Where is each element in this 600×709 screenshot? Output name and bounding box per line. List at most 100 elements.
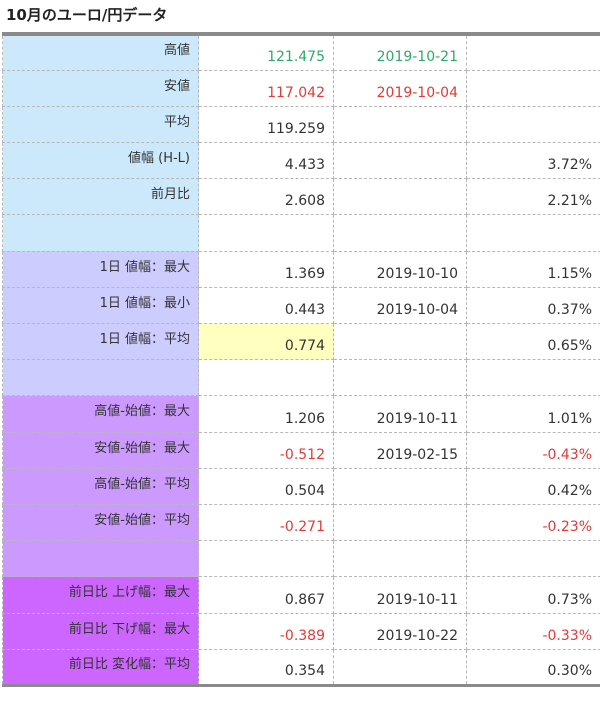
table-row: 値幅 (H-L) 4.433 3.72% [2,142,600,180]
date-cell [333,322,467,361]
percent-cell: 1.15% [466,250,600,288]
date-cell: 2019-10-11 [333,395,467,433]
row-label-text: 安値 [163,78,190,94]
row-label-text: 高値-始値：最大 [94,404,190,420]
percent-cell: 0.42% [466,467,600,505]
percent-cell [466,359,600,397]
table-row [2,214,600,252]
date-cell [333,467,467,505]
date-cell [333,359,467,397]
table-row [2,540,600,578]
date-cell: 2019-10-04 [333,286,467,325]
row-label: 安値 [2,69,199,107]
value-cell [198,540,334,578]
row-label: 1日 値幅：最小 [2,286,199,325]
date-cell [333,648,467,686]
percent-cell [466,69,600,107]
table-row: 安値-始値：平均 -0.271 -0.23% [2,503,600,542]
value-cell: 1.206 [198,395,334,433]
row-label-text: 前日比 上げ幅：最大 [68,585,190,601]
row-label-text: 高値 [163,43,190,59]
row-label: 前日比 上げ幅：最大 [2,576,199,614]
value-cell: 0.774 [198,322,334,361]
percent-cell [466,214,600,252]
eurjpy-data-table: 高値 121.475 2019-10-21 安値 117.042 2019-10-04 平均… [2,32,600,687]
value-cell: -0.512 [198,431,334,469]
value-cell: 121.475 [198,33,334,71]
percent-cell: 3.72% [466,142,600,180]
row-label: 値幅 (H-L) [2,142,199,180]
percent-cell: 0.37% [466,286,600,325]
table-row: 前日比 下げ幅：最大 -0.389 2019-10-22 -0.33% [2,612,600,650]
row-label [2,540,199,578]
page-title: 10月のユーロ/円データ [6,6,168,24]
date-cell: 2019-10-04 [333,69,467,107]
value-cell: 0.504 [198,467,334,505]
row-label: 平均 [2,105,199,144]
row-label-text: 前月比 [150,187,190,203]
table-row: 1日 値幅：最大 1.369 2019-10-10 1.15% [2,250,600,288]
row-label-text: 1日 値幅：最大 [99,259,190,275]
row-label: 前月比 [2,178,199,216]
date-cell: 2019-10-21 [333,33,467,71]
percent-cell: 2.21% [466,178,600,216]
value-cell: 0.867 [198,576,334,614]
percent-cell [466,33,600,71]
table-row: 安値-始値：最大 -0.512 2019-02-15 -0.43% [2,431,600,469]
value-cell: 117.042 [198,69,334,107]
date-cell [333,105,467,144]
table-row: 1日 値幅：平均 0.774 0.65% [2,322,600,361]
table-row: 高値-始値：平均 0.504 0.42% [2,467,600,505]
date-cell: 2019-10-10 [333,250,467,288]
table-row: 前月比 2.608 2.21% [2,178,600,216]
row-label-text: 高値-始値：平均 [94,476,190,492]
value-cell: 0.354 [198,648,334,686]
percent-cell [466,540,600,578]
row-label-text: 前日比 変化幅：平均 [68,657,190,673]
row-label: 前日比 変化幅：平均 [2,648,199,686]
table-row: 高値 121.475 2019-10-21 [2,33,600,71]
row-label: 高値-始値：最大 [2,395,199,433]
date-cell [333,540,467,578]
table-row: 前日比 変化幅：平均 0.354 0.30% [2,648,600,686]
date-cell: 2019-10-22 [333,612,467,650]
date-cell: 2019-10-11 [333,576,467,614]
row-label [2,214,199,252]
percent-cell: 0.30% [466,648,600,686]
date-cell [333,503,467,542]
value-cell: -0.389 [198,612,334,650]
value-cell: 0.443 [198,286,334,325]
percent-cell [466,105,600,144]
row-label-text: 安値-始値：平均 [94,513,190,529]
value-cell [198,214,334,252]
row-label-text: 値幅 (H-L) [128,151,190,167]
percent-cell: -0.23% [466,503,600,542]
row-label-text: 1日 値幅：最小 [99,295,190,311]
percent-cell: -0.43% [466,431,600,469]
percent-cell: -0.33% [466,612,600,650]
table-row: 1日 値幅：最小 0.443 2019-10-04 0.37% [2,286,600,325]
table-row: 平均 119.259 [2,105,600,144]
value-cell: -0.271 [198,503,334,542]
date-cell [333,142,467,180]
value-cell: 119.259 [198,105,334,144]
date-cell [333,178,467,216]
row-label-text: 前日比 下げ幅：最大 [68,621,190,637]
date-cell [333,214,467,252]
row-label: 1日 値幅：平均 [2,322,199,361]
value-cell: 4.433 [198,142,334,180]
row-label: 安値-始値：最大 [2,431,199,469]
row-label-text: 1日 値幅：平均 [99,332,190,348]
row-label: 1日 値幅：最大 [2,250,199,288]
percent-cell: 0.73% [466,576,600,614]
table-row: 高値-始値：最大 1.206 2019-10-11 1.01% [2,395,600,433]
row-label: 高値-始値：平均 [2,467,199,505]
row-label: 前日比 下げ幅：最大 [2,612,199,650]
percent-cell: 0.65% [466,322,600,361]
row-label-text: 平均 [163,114,190,130]
row-label-text: 安値-始値：最大 [94,440,190,456]
table-row: 前日比 上げ幅：最大 0.867 2019-10-11 0.73% [2,576,600,614]
row-label: 安値-始値：平均 [2,503,199,542]
value-cell: 1.369 [198,250,334,288]
percent-cell: 1.01% [466,395,600,433]
